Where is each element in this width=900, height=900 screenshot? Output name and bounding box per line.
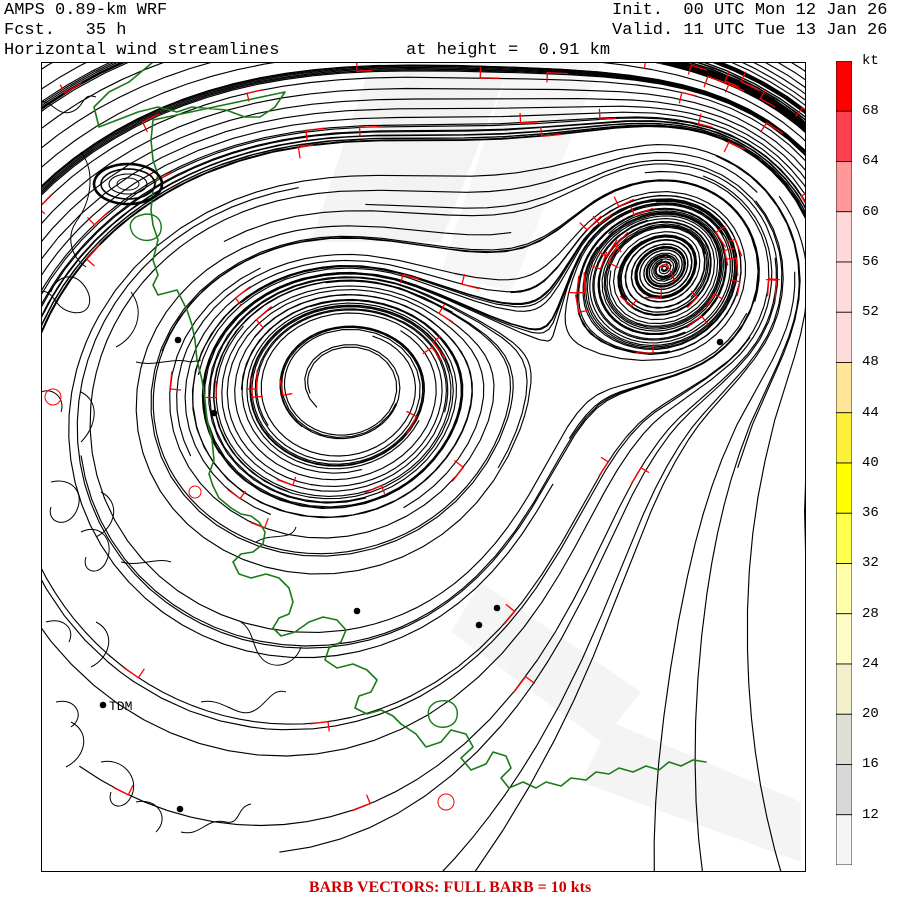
svg-text:TDM: TDM: [109, 699, 132, 714]
